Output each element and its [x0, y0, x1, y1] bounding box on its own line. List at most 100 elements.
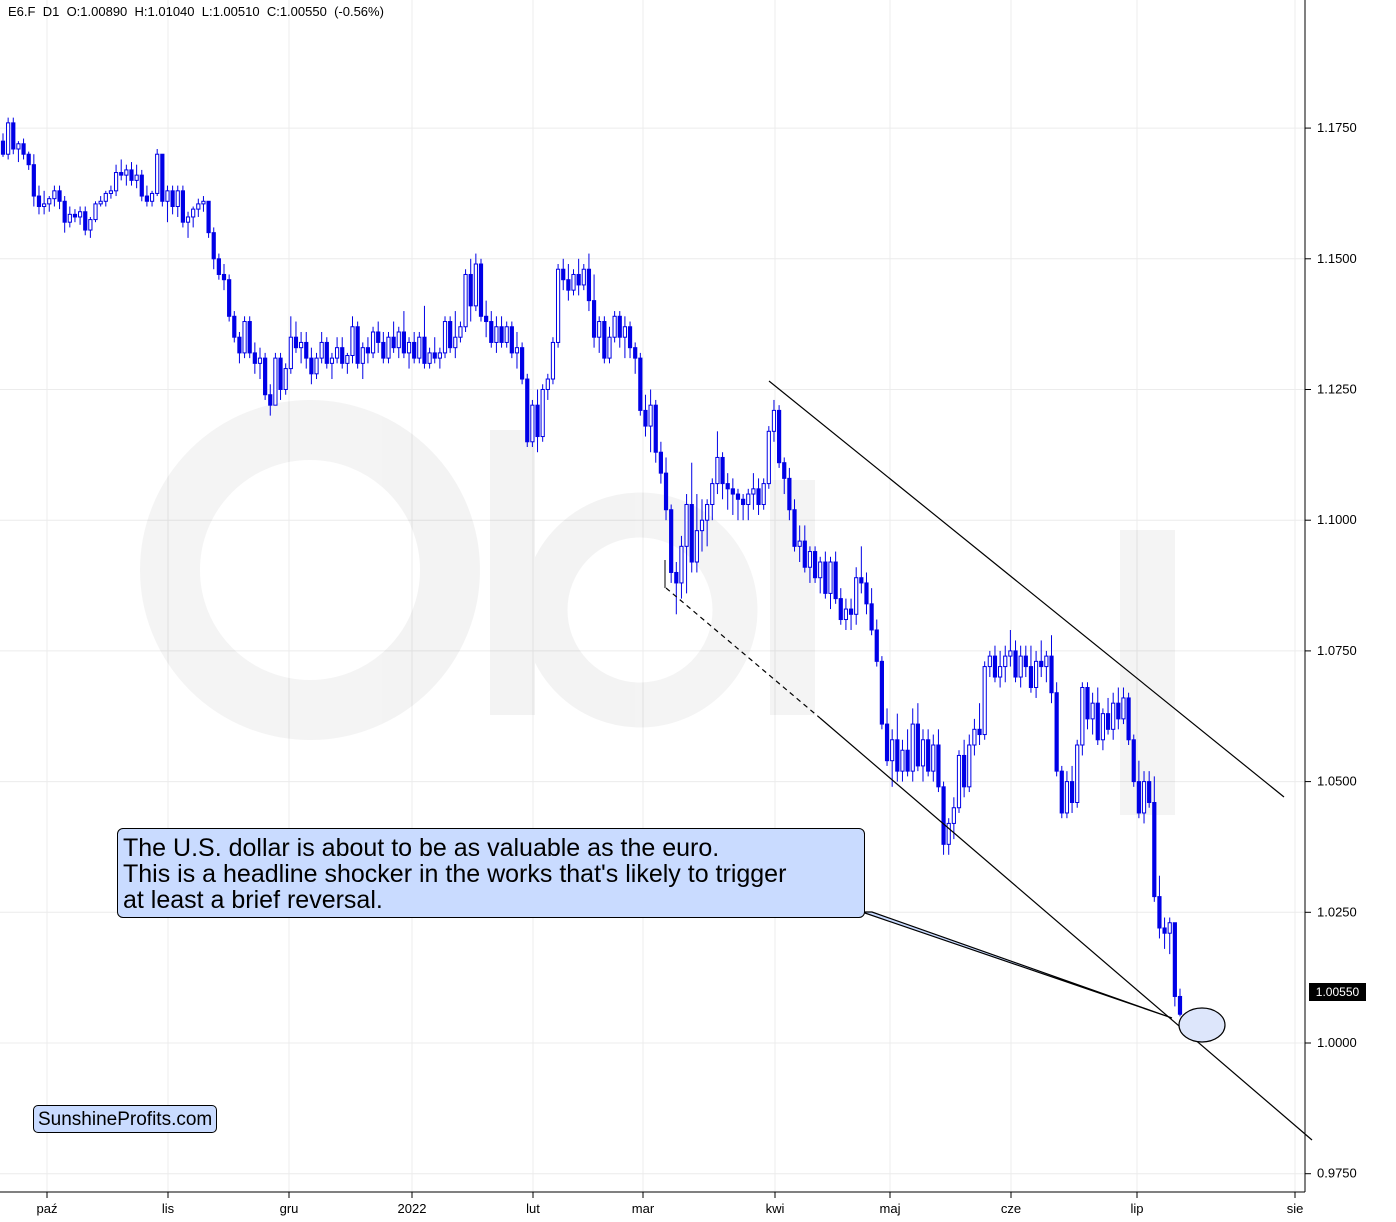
candle — [468, 258, 473, 322]
candle — [581, 264, 586, 291]
candle-body-down — [1126, 697, 1131, 741]
candle-body-up — [987, 655, 992, 668]
last-price-tag: 1.00550 — [1309, 983, 1366, 1001]
x-axis-ticks: paź lis gru 2022 lut mar kwi maj cze lip sie — [37, 1192, 1303, 1216]
candle-body-down — [941, 786, 946, 845]
candle — [1028, 645, 1034, 693]
candle — [283, 363, 288, 395]
candle — [1013, 640, 1018, 683]
candle-body-down — [627, 326, 633, 349]
candle — [1100, 708, 1106, 751]
candle — [607, 326, 612, 364]
candle — [669, 504, 674, 583]
candle-body-down — [221, 273, 227, 281]
candle-body-down — [211, 232, 216, 260]
candle — [257, 347, 263, 380]
candle — [777, 405, 782, 468]
candle-body-up — [299, 341, 304, 349]
y-tick-label: 1.0500 — [1317, 774, 1357, 789]
candle-body-down — [304, 341, 309, 359]
candle-body-up — [47, 198, 52, 205]
candle-body-up — [124, 169, 129, 176]
candle — [422, 305, 427, 369]
candle — [936, 729, 941, 793]
candle — [627, 321, 633, 359]
candle — [144, 185, 150, 207]
candle — [1039, 640, 1044, 678]
candle-body-up — [370, 331, 376, 354]
candle-body-down — [1054, 692, 1059, 772]
candle-body-up — [196, 203, 201, 210]
candle-body-down — [216, 258, 221, 275]
candle-body-up — [946, 822, 951, 845]
candle — [129, 162, 134, 186]
candle — [787, 467, 792, 521]
candle-body-down — [484, 315, 489, 323]
candle — [417, 331, 422, 364]
candle — [98, 196, 103, 207]
candle-body-down — [119, 172, 124, 176]
candle — [463, 269, 468, 332]
candle-body-down — [355, 326, 360, 364]
candle-body-down — [1049, 655, 1054, 694]
candle — [196, 198, 201, 217]
candle-body-down — [144, 195, 150, 202]
candle — [370, 326, 376, 359]
candle-body-up — [1018, 655, 1023, 678]
candle-body-up — [699, 519, 705, 532]
candle — [216, 253, 221, 280]
candle-body-down — [232, 315, 237, 338]
candle — [1105, 697, 1111, 735]
candle-body-up — [1090, 702, 1095, 720]
candle-body-up — [67, 213, 72, 223]
candle-body-up — [766, 430, 771, 485]
candle — [812, 546, 818, 583]
candle-body-up — [108, 190, 114, 194]
candle — [679, 535, 684, 599]
candle-body-up — [998, 666, 1003, 678]
candle-body-down — [509, 326, 514, 354]
candle-body-down — [170, 190, 175, 208]
candle — [72, 209, 78, 223]
candle-body-down — [247, 321, 252, 354]
candle — [735, 488, 741, 521]
candle-body-up — [807, 551, 813, 568]
candle-body-down — [489, 321, 494, 343]
candle-body-up — [648, 404, 653, 427]
candle-body-down — [1136, 781, 1141, 814]
candle-body-up — [345, 355, 350, 364]
candle-body-up — [540, 388, 545, 438]
candle — [155, 149, 160, 197]
candle — [756, 478, 761, 515]
candle — [458, 321, 463, 343]
candle — [324, 337, 329, 369]
candle — [972, 718, 977, 756]
candle — [360, 342, 365, 380]
candle — [1008, 629, 1013, 667]
candle-body-down — [725, 483, 730, 490]
candle-body-up — [463, 273, 468, 328]
candle — [334, 337, 340, 364]
candle — [1023, 645, 1028, 678]
x-tick-label: paź — [37, 1201, 58, 1216]
candle-body-down — [586, 268, 592, 302]
candle-body-down — [365, 347, 371, 354]
candle-body-down — [1172, 922, 1177, 997]
candle — [545, 373, 550, 400]
candle-body-down — [21, 143, 26, 155]
candle — [247, 316, 252, 359]
candle-body-up — [910, 723, 915, 772]
candle — [113, 164, 119, 197]
candle — [720, 452, 725, 500]
candle-body-down — [293, 336, 299, 349]
candle-body-down — [633, 347, 638, 359]
candle-body-down — [663, 472, 669, 511]
x-tick-label: lip — [1130, 1201, 1143, 1216]
candle-body-up — [1003, 655, 1008, 668]
candle — [432, 337, 437, 364]
candle — [355, 321, 360, 369]
candle-body-down — [1059, 770, 1064, 814]
candle — [278, 352, 283, 400]
candle-body-down — [139, 174, 144, 197]
candle-body-up — [818, 561, 823, 579]
